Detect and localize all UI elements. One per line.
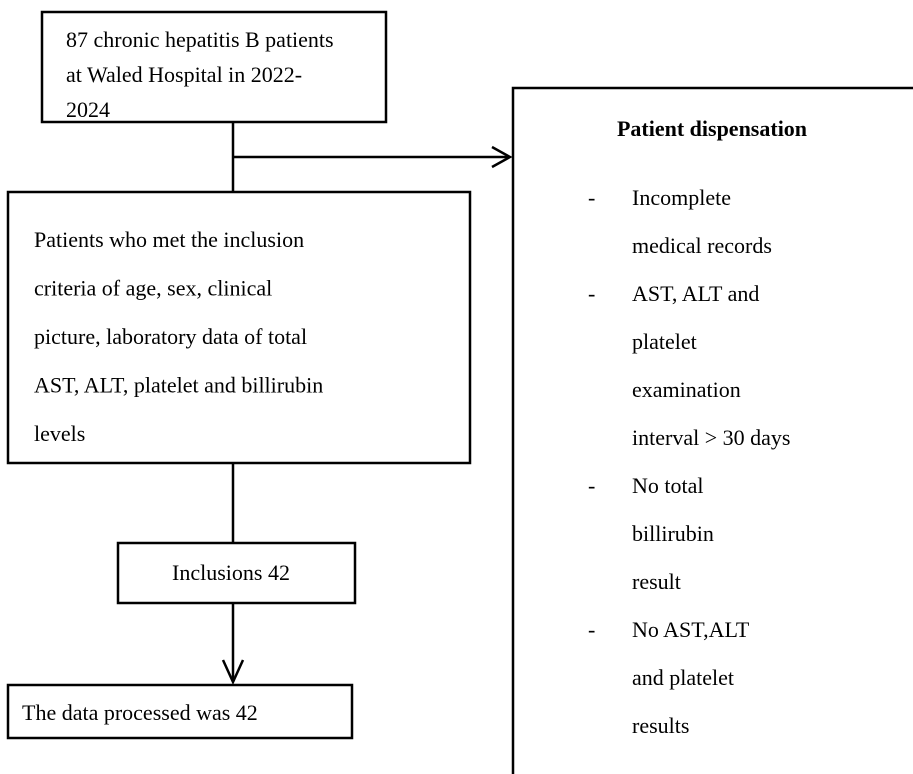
item-text: platelet [632, 329, 697, 354]
node-text: criteria of age, sex, clinical [34, 276, 272, 301]
bullet: - [588, 185, 595, 210]
bullet: - [588, 281, 595, 306]
item-text: results [632, 713, 689, 738]
box-inclusions [116, 541, 357, 605]
box-dispensation [511, 86, 913, 774]
node-text: AST, ALT, platelet and billirubin [34, 373, 323, 398]
item-text: No AST,ALT [632, 617, 750, 642]
item-text: No total [632, 473, 704, 498]
item-text: AST, ALT and [632, 281, 759, 306]
item-text: interval > 30 days [632, 425, 790, 450]
node-text: picture, laboratory data of total [34, 324, 307, 349]
node-text: levels [34, 421, 85, 446]
item-text: examination [632, 377, 741, 402]
item-text: billirubin [632, 521, 714, 546]
node-text: Inclusions 42 [172, 560, 290, 585]
item-text: and platelet [632, 665, 734, 690]
node-text: at Waled Hospital in 2022- [66, 62, 302, 87]
node-text: Patients who met the inclusion [34, 227, 304, 252]
node-text: The data processed was 42 [22, 700, 258, 725]
node-text: 87 chronic hepatitis B patients [66, 27, 334, 52]
item-text: result [632, 569, 681, 594]
arrowhead [221, 659, 245, 686]
bullet: - [588, 617, 595, 642]
arrowhead [491, 145, 513, 169]
item-text: Incomplete [632, 185, 731, 210]
box-criteria [6, 190, 472, 465]
node-text: 2024 [66, 97, 110, 122]
bullet: - [588, 473, 595, 498]
item-text: medical records [632, 233, 772, 258]
box-source [40, 10, 388, 124]
box-processed [6, 683, 354, 740]
source-text: 87 chronic hepatitis B patients at Waled … [66, 27, 334, 122]
dispensation-title: Patient dispensation [617, 116, 807, 141]
